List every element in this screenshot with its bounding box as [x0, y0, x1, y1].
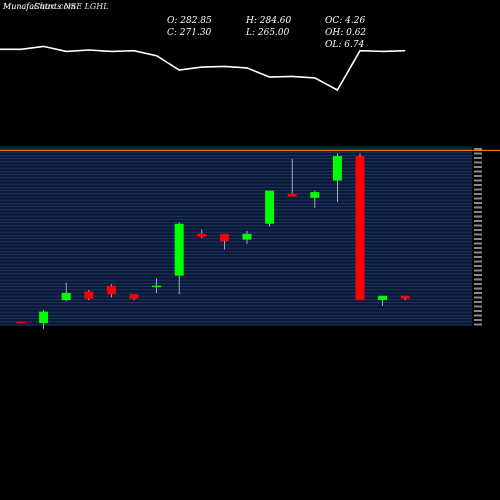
- axis-tick-1: [474, 152, 482, 155]
- candle-body-6: [152, 285, 162, 288]
- ol-value: OL: 6.74: [325, 40, 365, 50]
- axis-tick-4: [474, 166, 482, 168]
- axis-tick-26: [474, 265, 482, 267]
- site-watermark-a: MunafaSutra.com: [3, 2, 76, 11]
- axis-tick-32: [474, 292, 482, 294]
- candle-body-9: [219, 233, 229, 242]
- axis-tick-9: [474, 188, 482, 191]
- axis-tick-37: [474, 314, 482, 317]
- candle-body-3: [84, 291, 94, 299]
- axis-tick-24: [474, 256, 482, 258]
- axis-tick-36: [474, 310, 482, 312]
- axis-tick-35: [474, 305, 482, 308]
- axis-tick-18: [474, 229, 482, 231]
- open-value: O: 282.85: [167, 16, 212, 26]
- axis-tick-20: [474, 238, 482, 240]
- axis-tick-2: [474, 157, 482, 159]
- axis-tick-17: [474, 224, 482, 227]
- axis-tick-13: [474, 206, 482, 209]
- axis-tick-29: [474, 278, 482, 281]
- candle-body-15: [355, 156, 365, 301]
- axis-tick-38: [474, 319, 482, 321]
- axis-tick-10: [474, 193, 482, 195]
- axis-tick-16: [474, 220, 482, 222]
- axis-tick-22: [474, 247, 482, 249]
- axis-tick-6: [474, 175, 482, 177]
- axis-tick-11: [474, 197, 482, 200]
- candle-body-10: [242, 233, 252, 240]
- axis-tick-30: [474, 283, 482, 285]
- site-watermark-b: Munafa: [3, 2, 34, 11]
- axis-tick-25: [474, 260, 482, 263]
- axis-tick-14: [474, 211, 482, 213]
- close-value: C: 271.30: [167, 28, 212, 38]
- axis-tick-0: [474, 148, 482, 150]
- oc-value: OC: 4.26: [325, 16, 366, 26]
- candle-body-12: [287, 193, 297, 197]
- volume-line: [0, 45, 406, 92]
- axis-tick-5: [474, 170, 482, 173]
- axis-tick-28: [474, 274, 482, 276]
- candle-body-2: [61, 292, 71, 301]
- axis-tick-12: [474, 202, 482, 204]
- axis-tick-21: [474, 242, 482, 245]
- axis-tick-23: [474, 251, 482, 254]
- axis-tick-7: [474, 179, 482, 182]
- chart-label: Charts NSE LGHL: [34, 2, 109, 11]
- low-value: L: 265.00: [246, 28, 290, 38]
- axis-tick-19: [474, 233, 482, 236]
- candle-body-8: [197, 233, 207, 237]
- candle-body-11: [265, 190, 275, 224]
- candle-body-5: [129, 294, 139, 299]
- axis-tick-27: [474, 269, 482, 272]
- candle-body-16: [378, 295, 388, 301]
- axis-tick-15: [474, 215, 482, 218]
- axis-tick-34: [474, 301, 482, 303]
- candle-body-1: [39, 311, 49, 324]
- axis-tick-31: [474, 287, 482, 290]
- price-band: [0, 146, 472, 326]
- candle-body-14: [332, 156, 342, 181]
- candle-body-17: [400, 295, 410, 299]
- candle-body-0: [16, 321, 26, 324]
- axis-tick-8: [474, 184, 482, 186]
- high-value: H: 284.60: [246, 16, 292, 26]
- axis-tick-3: [474, 161, 482, 164]
- candle-body-7: [174, 223, 184, 276]
- candle-body-13: [310, 192, 320, 198]
- axis-tick-39: [474, 323, 482, 326]
- candle-body-4: [106, 285, 116, 295]
- oh-value: OH: 0.62: [325, 28, 367, 38]
- axis-tick-33: [474, 296, 482, 299]
